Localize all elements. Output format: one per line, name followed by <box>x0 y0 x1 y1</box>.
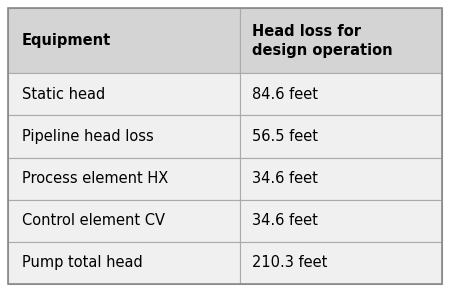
Bar <box>240 158 442 200</box>
Text: Control element CV: Control element CV <box>22 213 165 228</box>
Bar <box>8 73 240 115</box>
Bar <box>240 73 442 115</box>
Bar <box>8 115 240 158</box>
Text: Process element HX: Process element HX <box>22 171 168 186</box>
Bar <box>8 200 240 242</box>
Text: Static head: Static head <box>22 87 105 102</box>
Bar <box>8 8 240 73</box>
Text: 56.5 feet: 56.5 feet <box>252 129 318 144</box>
Text: 84.6 feet: 84.6 feet <box>252 87 318 102</box>
Text: Head loss for
design operation: Head loss for design operation <box>252 24 393 58</box>
Text: 210.3 feet: 210.3 feet <box>252 256 328 270</box>
Bar <box>240 200 442 242</box>
Bar <box>240 242 442 284</box>
Bar <box>8 158 240 200</box>
Bar <box>240 8 442 73</box>
Bar <box>8 242 240 284</box>
Text: 34.6 feet: 34.6 feet <box>252 213 318 228</box>
Text: Pump total head: Pump total head <box>22 256 143 270</box>
Bar <box>240 115 442 158</box>
Text: Pipeline head loss: Pipeline head loss <box>22 129 154 144</box>
Text: Equipment: Equipment <box>22 33 111 48</box>
Text: 34.6 feet: 34.6 feet <box>252 171 318 186</box>
